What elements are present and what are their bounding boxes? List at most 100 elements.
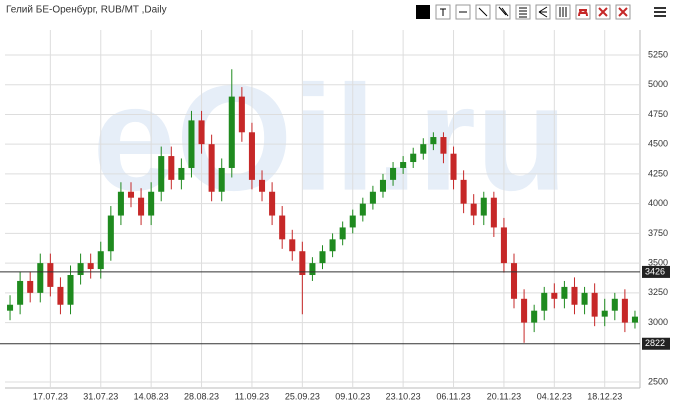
candle-body (601, 310, 608, 317)
candle-body (67, 275, 74, 305)
candle-body (208, 144, 215, 192)
watermark: eOil.ru (92, 54, 567, 222)
tool-rect[interactable] (416, 5, 430, 19)
candle-body (359, 203, 366, 216)
candle-body (450, 153, 457, 180)
tool-channel-icon (498, 6, 509, 17)
y-tick-label: 4500 (648, 139, 668, 149)
candle-body (410, 153, 417, 163)
candle-body (379, 179, 386, 192)
candle-body (541, 292, 548, 311)
candle-body (158, 156, 165, 192)
tool-bars-icon (559, 7, 567, 17)
candle-body (400, 162, 407, 168)
tool-fib-icon (519, 7, 527, 18)
candle-body (621, 298, 628, 323)
candle-body (259, 179, 266, 192)
chart-title: Гелий БЕ-Оренбург, RUB/MT ,Daily (6, 4, 167, 16)
tool-fan-icon (538, 6, 548, 18)
x-tick-label: 25.09.23 (285, 391, 320, 401)
candle-body (218, 167, 225, 192)
x-tick-label: 28.08.23 (184, 391, 219, 401)
candle-body (571, 286, 578, 305)
tool-trend-icon (478, 7, 488, 17)
candle-body (339, 227, 346, 240)
candle-body (97, 251, 104, 270)
y-tick-label: 4000 (648, 198, 668, 208)
candle-body (87, 263, 94, 270)
candle-body (289, 239, 296, 252)
y-tick-label: 5000 (648, 79, 668, 89)
candle-body (390, 167, 397, 180)
candle-body (248, 132, 255, 180)
candle-body (198, 120, 205, 145)
candle-body (77, 263, 84, 276)
tool-delete-icon (598, 7, 608, 17)
candle-body (17, 280, 24, 305)
tool-text-icon (440, 8, 446, 16)
x-tick-label: 23.10.23 (386, 391, 421, 401)
candle-body (349, 215, 356, 228)
candle-body (299, 251, 306, 276)
candle-body (319, 251, 326, 264)
y-tick-label: 4750 (648, 109, 668, 119)
candle-body (531, 310, 538, 323)
x-tick-label: 09.10.23 (335, 391, 370, 401)
candle-body (168, 156, 175, 180)
y-tick-label: 4250 (648, 168, 668, 178)
candle-body (107, 215, 114, 252)
candle-body (480, 197, 487, 216)
level-label-bg (642, 265, 670, 278)
candle-body (7, 304, 14, 311)
candle-body (581, 292, 588, 305)
candle-body (269, 191, 276, 216)
candle-body (470, 203, 477, 216)
candle-body (178, 167, 185, 180)
x-tick-label: 17.07.23 (33, 391, 68, 401)
x-tick-label: 31.07.23 (83, 391, 118, 401)
candle-body (510, 263, 518, 299)
x-tick-label: 04.12.23 (537, 391, 572, 401)
menu-button[interactable] (654, 7, 666, 17)
candle-body (460, 179, 467, 204)
y-tick-label: 5250 (648, 49, 668, 59)
candle-body (57, 286, 64, 305)
y-tick-label: 3750 (648, 228, 668, 238)
candle-body (309, 263, 316, 276)
x-tick-label: 14.08.23 (134, 391, 169, 401)
candle-body (521, 298, 528, 323)
candle-body (138, 197, 145, 216)
level-label: 3426 (645, 266, 665, 276)
x-tick-label: 06.11.23 (436, 391, 470, 401)
candle-body (561, 286, 568, 299)
candle-body (369, 191, 376, 204)
x-tick-label: 11.09.23 (235, 391, 269, 401)
y-tick-label: 2500 (648, 376, 668, 386)
candle-body (279, 215, 286, 240)
candle-body (238, 96, 245, 133)
candle-body (329, 239, 336, 252)
candle-body (148, 191, 155, 216)
y-tick-label: 3000 (648, 317, 668, 327)
candle-body (591, 292, 598, 317)
level-label-bg (642, 337, 670, 350)
candle-body (631, 316, 638, 323)
candle-body (551, 292, 558, 299)
y-tick-label: 3500 (648, 257, 668, 267)
level-label: 2822 (645, 338, 665, 348)
candle-body (27, 280, 34, 293)
candle-body (430, 137, 437, 145)
candle-body (47, 263, 54, 287)
candle-body (440, 137, 447, 154)
candle-body (228, 96, 235, 168)
y-tick-label: 3250 (648, 287, 668, 297)
candle-body (117, 191, 124, 216)
candle-body (420, 144, 427, 154)
candle-body (188, 120, 195, 168)
candle-body (500, 227, 507, 264)
tool-arc-icon (578, 9, 588, 17)
x-tick-label: 18.12.23 (587, 391, 622, 401)
candle-body (490, 197, 497, 228)
candle-body (611, 298, 618, 311)
